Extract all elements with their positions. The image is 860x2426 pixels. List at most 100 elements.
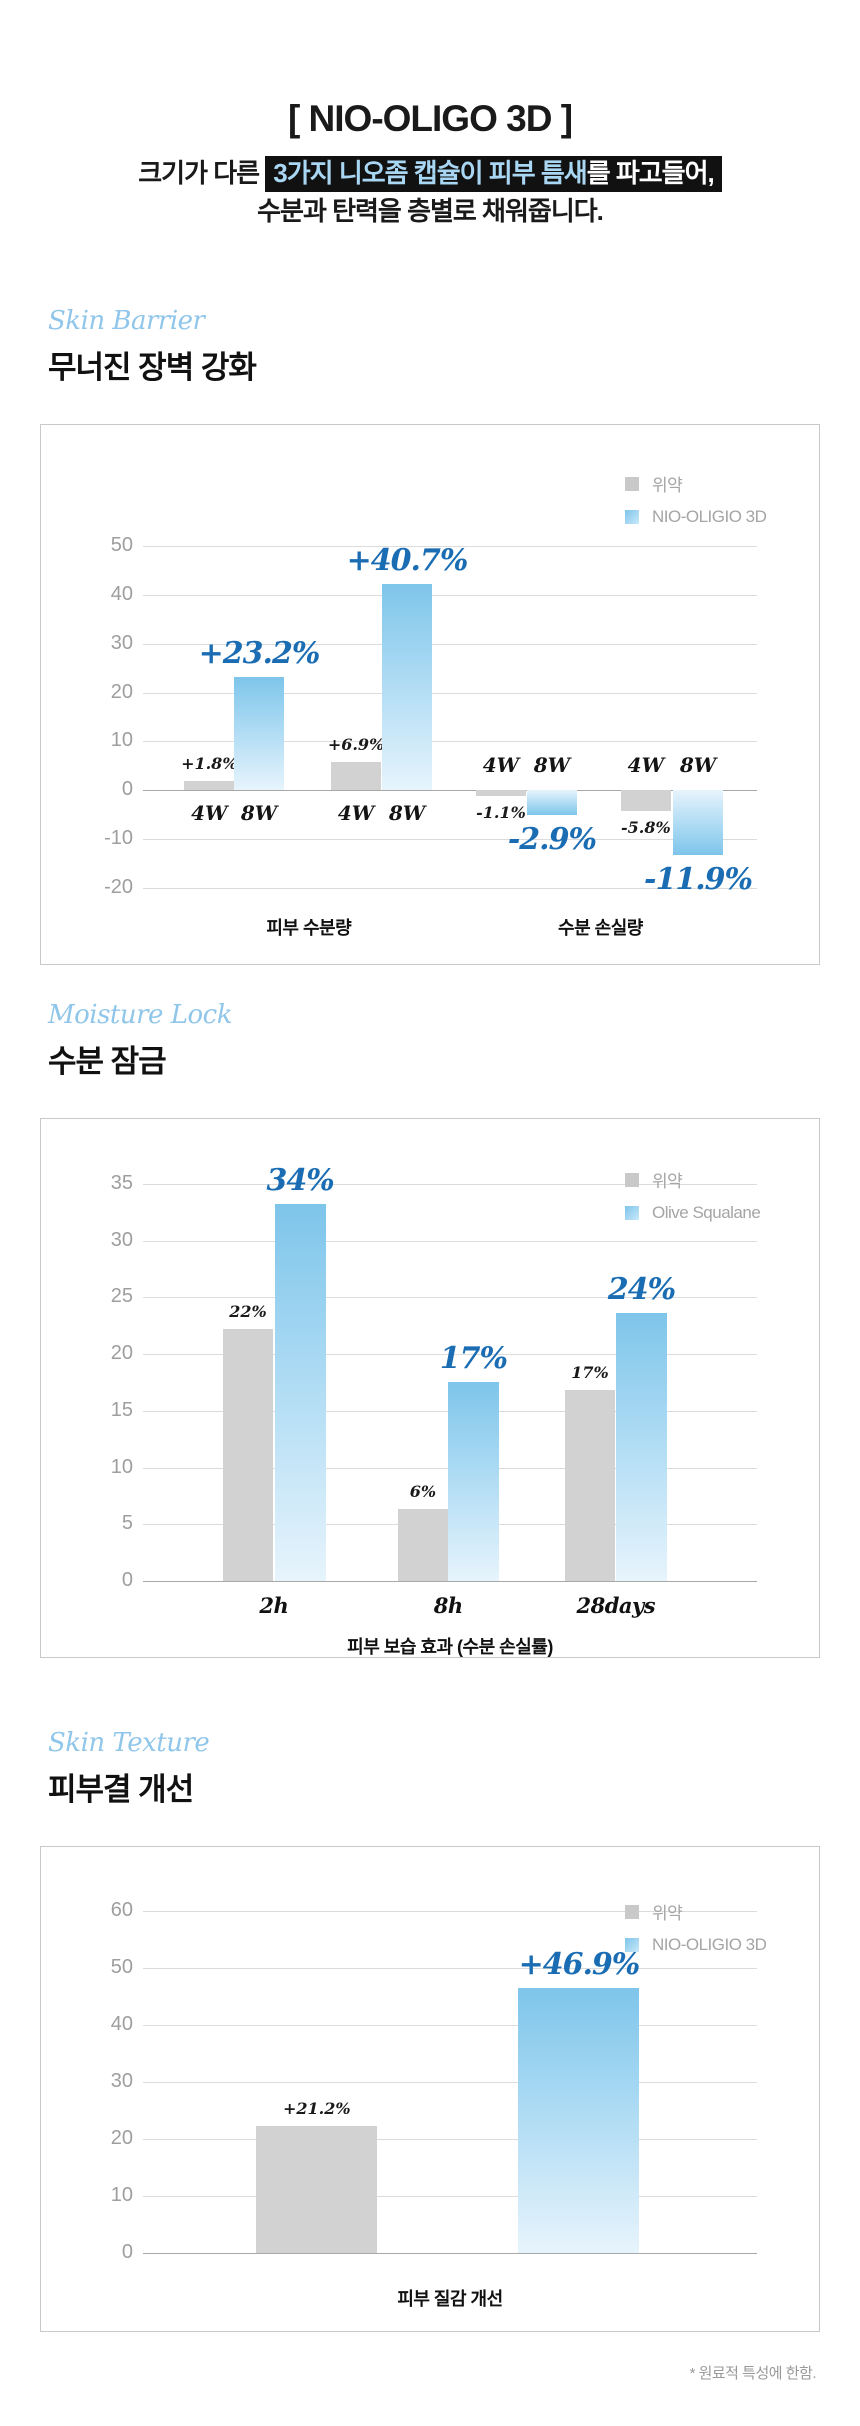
bar-active [382,583,432,791]
bar-active [234,676,284,791]
bar-placebo [564,1390,616,1581]
bar-active [616,1313,668,1581]
section-kor-title: 무너진 장벽 강화 [48,350,257,385]
y-tick-label: 35 [110,1172,133,1194]
bar-value-label: 24% [607,1272,676,1308]
section-header-skin-barrier: Skin Barrier 무너진 장벽 강화 [48,306,257,387]
legend-label: Olive Squalane [652,1203,761,1222]
bar-week-tick: 8W [388,801,426,826]
active-swatch-icon [625,510,639,524]
y-tick-label: 25 [110,1285,133,1308]
x-group-label: 28days [576,1593,656,1618]
bar-value-label: 34% [266,1163,335,1199]
bar-week-tick: 4W [482,753,520,778]
gridline-y-20 [143,692,757,694]
gridline-y--10 [143,839,757,841]
y-tick-label: 40 [110,582,133,605]
bar-placebo [222,1329,274,1581]
gridline-y-60 [143,1911,757,1912]
bar-value-label: 17% [439,1341,508,1377]
bar-value-label: 17% [571,1363,609,1383]
bar-value-label: +40.7% [346,542,469,578]
bar-week-tick: 8W [240,801,278,826]
bar-placebo [331,761,381,791]
section-kor-title: 수분 잠금 [48,1044,167,1079]
legend-item-placebo: 위약 [625,471,766,496]
chart-skin-barrier: 50 40 30 20 10 0 -10 -20 +1.8% 4W +23.2% 8W +6.9% 4W +… [40,424,820,965]
section-header-skin-texture: Skin Texture 피부결 개선 [48,1728,210,1809]
legend-label: 위약 [652,476,683,495]
legend-label: NIO-OLIGIO 3D [652,507,767,526]
x-axis-title: 피부 질감 개선 [397,2289,503,2309]
gridline-y-30 [143,1240,757,1242]
bar-value-label: -5.8% [621,817,671,837]
bar-value-label: +46.9% [518,1946,641,1982]
bar-week-tick: 4W [337,801,375,826]
legend-label: 위약 [652,1904,683,1923]
x-group-label: 수분 손실량 [558,918,643,938]
gridline-y-20 [143,1354,757,1356]
gridline-y-0 [143,1580,757,1582]
y-tick-label: 0 [121,1568,133,1591]
bar-placebo [184,780,235,791]
section-eng-title: Moisture Lock [48,1000,232,1030]
active-swatch-icon [625,1206,639,1220]
legend-item-active: Olive Squalane [625,1203,761,1223]
y-tick-label: 20 [110,1342,133,1365]
active-swatch-icon [625,1938,639,1952]
gridline-y--20 [143,888,757,890]
legend-item-active: NIO-OLIGIO 3D [625,507,767,527]
bar-placebo [476,790,526,797]
section-eng-title: Skin Barrier [48,306,205,336]
y-tick-label: 40 [110,2013,133,2035]
bar-week-tick: 8W [533,753,571,778]
page-title: [ NIO-OLIGO 3D ] [287,98,573,139]
bar-week-tick: 4W [627,753,665,778]
bar-active [518,1987,640,2253]
section-eng-title: Skin Texture [48,1728,210,1758]
placebo-swatch-icon [625,1172,639,1187]
legend: 위약 NIO-OLIGIO 3D [625,471,767,538]
placebo-swatch-icon [625,1904,639,1919]
y-tick-label: 10 [110,2184,133,2206]
chart-moisture-lock: 35 30 25 20 15 10 5 0 22% 34% 2h 6% 17% 8h 17% 24% 28day… [40,1118,820,1658]
y-tick-label: 5 [121,1512,133,1535]
legend-label: NIO-OLIGIO 3D [652,1935,767,1954]
y-tick-label: -20 [104,876,133,899]
gridline-y-50 [143,1968,757,1969]
bar-week-tick: 8W [679,753,717,778]
subtitle-line-2: 수분과 탄력을 층별로 채워줍니다. [257,196,604,226]
legend-item-placebo: 위약 [625,1899,766,1924]
bar-active [527,790,577,815]
gridline-y-35 [143,1184,757,1185]
bar-active [274,1204,326,1581]
y-tick-label: 30 [110,1228,133,1251]
subtitle-highlight-white-text: 를 파고들어, [586,158,715,188]
x-group-label: 8h [433,1593,463,1618]
y-tick-label: 10 [110,1455,133,1478]
legend-item-active: NIO-OLIGIO 3D [625,1935,767,1955]
y-tick-label: 60 [110,1899,133,1921]
bar-active [673,790,723,855]
legend-item-placebo: 위약 [625,1167,760,1192]
chart-skin-texture: 60 50 40 30 20 10 0 +21.2% +46.9% 피부 질감 개선 위약 NIO-O… [40,1846,820,2332]
legend: 위약 NIO-OLIGIO 3D [625,1899,767,1966]
gridline-y-10 [143,2196,757,2197]
subtitle-highlight-box: 3가지 니오좀 캡슐이 피부 틈새를 파고들어, [265,156,722,192]
bar-placebo [397,1509,449,1581]
bar-value-label: -2.9% [507,821,597,857]
x-axis-title: 피부 보습 효과 (수분 손실률) [347,1637,553,1657]
bar-placebo [256,2125,378,2253]
bar-active [447,1382,499,1581]
bar-value-label: 22% [229,1302,267,1322]
y-tick-label: 0 [121,778,133,801]
legend-label: 위약 [652,1172,683,1191]
gridline-y-0 [143,790,757,792]
bar-value-label: -1.1% [476,803,526,823]
x-group-label: 피부 수분량 [266,918,352,938]
y-tick-label: 30 [110,631,133,654]
placebo-swatch-icon [625,476,639,491]
y-tick-label: 0 [121,2241,133,2263]
gridline-y-30 [143,2082,757,2083]
